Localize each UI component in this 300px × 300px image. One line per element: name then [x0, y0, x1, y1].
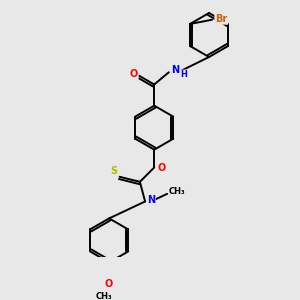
Text: O: O — [157, 163, 166, 173]
Text: N: N — [171, 65, 179, 75]
Text: CH₃: CH₃ — [169, 187, 185, 196]
Text: N: N — [147, 195, 155, 205]
Text: Br: Br — [215, 14, 227, 24]
Text: S: S — [110, 166, 117, 176]
Text: O: O — [130, 69, 138, 79]
Text: O: O — [105, 279, 113, 289]
Text: CH₃: CH₃ — [96, 292, 112, 300]
Text: H: H — [180, 70, 187, 79]
